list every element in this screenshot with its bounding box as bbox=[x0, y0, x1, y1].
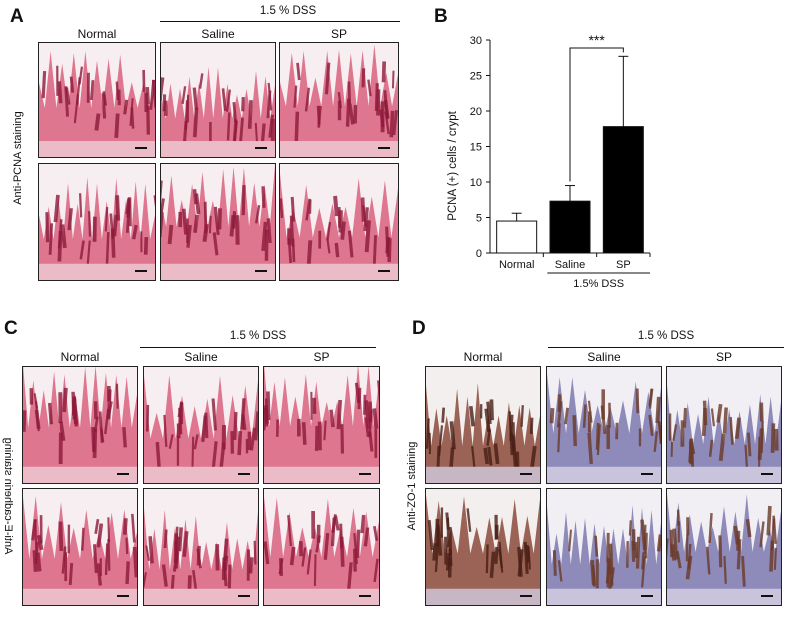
y-tick-label: 5 bbox=[476, 213, 482, 225]
panel-d-col-normal: Normal bbox=[463, 350, 503, 364]
bar-normal bbox=[496, 220, 538, 254]
panel-a-normal-top-image bbox=[38, 42, 156, 158]
bar-saline bbox=[549, 200, 591, 254]
x-tick-label: Normal bbox=[499, 259, 534, 271]
panel-a-sp-bottom-image bbox=[279, 163, 399, 281]
panel-a-group-label: 1.5 % DSS bbox=[259, 5, 317, 17]
panel-d-group-line bbox=[548, 347, 784, 348]
panel-c-row-label: Anti-E-cadherin staining bbox=[2, 437, 14, 555]
panel-a-saline-bottom-image bbox=[160, 163, 276, 281]
panel-a-group-line bbox=[160, 21, 400, 22]
panel-a-normal-bottom-image bbox=[38, 163, 156, 281]
panel-a-letter: A bbox=[10, 6, 24, 27]
panel-d-saline-bottom-image bbox=[546, 488, 662, 606]
y-tick-label: 15 bbox=[470, 142, 482, 154]
panel-d-col-sp: SP bbox=[715, 350, 732, 364]
panel-c-saline-top-image bbox=[143, 366, 259, 484]
significance-bracket bbox=[569, 47, 624, 182]
y-tick-label: 30 bbox=[470, 35, 482, 47]
x-tick-label: Saline bbox=[555, 259, 586, 271]
panel-c-group-line bbox=[140, 347, 376, 348]
panel-d-letter: D bbox=[412, 318, 426, 339]
chart-y-axis-label: PCNA (+) cells / crypt bbox=[447, 110, 459, 220]
chart-group-label: 1.5% DSS bbox=[573, 278, 624, 290]
panel-c-sp-top-image bbox=[263, 366, 380, 484]
pcna-bar-chart: 0 5 10 15 20 25 30 Normal Saline SP PCNA (+) cell… bbox=[447, 32, 651, 290]
panel-d-sp-top-image bbox=[666, 366, 782, 484]
panel-d-col-saline: Saline bbox=[587, 350, 621, 364]
panel-c-saline-bottom-image bbox=[143, 488, 259, 606]
panel-d-saline-top-image bbox=[546, 366, 662, 484]
panel-a-col-saline: Saline bbox=[201, 27, 235, 41]
panel-d-group-label: 1.5 % DSS bbox=[637, 330, 695, 342]
panel-a-saline-top-image bbox=[160, 42, 276, 158]
panel-c-col-normal: Normal bbox=[60, 350, 100, 364]
panel-c-letter: C bbox=[4, 318, 18, 339]
panel-a-col-normal: Normal bbox=[77, 27, 117, 41]
panel-c-normal-top-image bbox=[22, 366, 138, 484]
panel-c-col-sp: SP bbox=[313, 350, 330, 364]
panel-a-col-sp: SP bbox=[330, 27, 347, 41]
y-tick-label: 0 bbox=[476, 248, 482, 260]
panel-c-sp-bottom-image bbox=[263, 488, 380, 606]
panel-c-normal-bottom-image bbox=[22, 488, 138, 606]
panel-c-group-label: 1.5 % DSS bbox=[229, 330, 287, 342]
panel-b-letter: B bbox=[434, 6, 448, 27]
panel-d-row-label: Anti-ZO-1 staining bbox=[406, 441, 418, 531]
panel-c-col-saline: Saline bbox=[184, 350, 218, 364]
y-tick-label: 25 bbox=[470, 71, 482, 83]
y-tick-label: 10 bbox=[470, 177, 482, 189]
y-tick-label: 20 bbox=[470, 106, 482, 118]
panel-d-normal-bottom-image bbox=[425, 488, 541, 606]
chart-bars bbox=[496, 55, 644, 254]
panel-d-sp-bottom-image bbox=[666, 488, 782, 606]
bar-sp bbox=[602, 126, 644, 254]
panel-a-row-label: Anti-PCNA staining bbox=[12, 111, 24, 205]
x-tick-label: SP bbox=[616, 259, 631, 271]
panel-d-normal-top-image bbox=[425, 366, 541, 484]
panel-a-sp-top-image bbox=[279, 42, 399, 158]
significance-stars: *** bbox=[588, 32, 605, 48]
chart-labels: 0 5 10 15 20 25 30 Normal Saline SP bbox=[470, 35, 631, 271]
